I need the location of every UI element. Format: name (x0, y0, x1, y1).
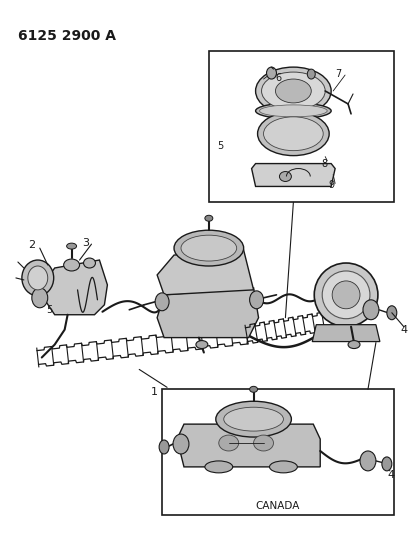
Bar (209, 51, 394, 203)
Ellipse shape (250, 386, 257, 392)
Text: 6125 2900 A: 6125 2900 A (18, 29, 116, 43)
Text: 8: 8 (321, 159, 327, 168)
Ellipse shape (32, 288, 48, 308)
Ellipse shape (255, 103, 331, 119)
Ellipse shape (22, 260, 54, 296)
Text: 5: 5 (217, 141, 223, 151)
Ellipse shape (250, 291, 264, 309)
Ellipse shape (314, 263, 378, 327)
Polygon shape (252, 164, 335, 187)
Ellipse shape (255, 67, 331, 115)
Ellipse shape (159, 440, 169, 454)
Ellipse shape (219, 435, 239, 451)
Ellipse shape (205, 215, 213, 221)
Ellipse shape (216, 401, 291, 437)
Polygon shape (157, 250, 254, 295)
Ellipse shape (64, 259, 80, 271)
Ellipse shape (270, 461, 297, 473)
Ellipse shape (322, 271, 370, 319)
Text: 4: 4 (388, 470, 395, 480)
Ellipse shape (332, 281, 360, 309)
Ellipse shape (181, 235, 237, 261)
Text: 7: 7 (335, 69, 341, 79)
Ellipse shape (224, 407, 284, 431)
Ellipse shape (264, 117, 323, 151)
Ellipse shape (155, 293, 169, 311)
Ellipse shape (382, 457, 392, 471)
Ellipse shape (266, 67, 277, 79)
Text: 3: 3 (82, 238, 89, 248)
Ellipse shape (28, 266, 48, 290)
Text: 2: 2 (28, 240, 35, 250)
Ellipse shape (174, 230, 244, 266)
Polygon shape (312, 325, 380, 342)
Ellipse shape (254, 435, 273, 451)
Ellipse shape (279, 172, 291, 181)
Text: 6: 6 (275, 73, 282, 83)
Text: CANADA: CANADA (256, 500, 300, 511)
Text: 1: 1 (151, 387, 157, 397)
Ellipse shape (348, 341, 360, 349)
Ellipse shape (205, 461, 233, 473)
Ellipse shape (275, 79, 311, 103)
Ellipse shape (307, 69, 315, 79)
Ellipse shape (259, 105, 327, 117)
Text: 9: 9 (328, 181, 334, 190)
Polygon shape (177, 424, 320, 467)
Ellipse shape (387, 306, 397, 320)
Ellipse shape (363, 300, 379, 320)
Ellipse shape (360, 451, 376, 471)
Bar (162, 389, 394, 515)
Ellipse shape (84, 258, 95, 268)
Ellipse shape (257, 112, 329, 156)
Ellipse shape (173, 434, 189, 454)
Ellipse shape (262, 72, 325, 110)
Text: 5: 5 (47, 305, 53, 315)
Ellipse shape (67, 243, 77, 249)
Polygon shape (157, 288, 259, 337)
Ellipse shape (196, 341, 208, 349)
Text: 4: 4 (401, 325, 408, 335)
Polygon shape (45, 260, 107, 314)
